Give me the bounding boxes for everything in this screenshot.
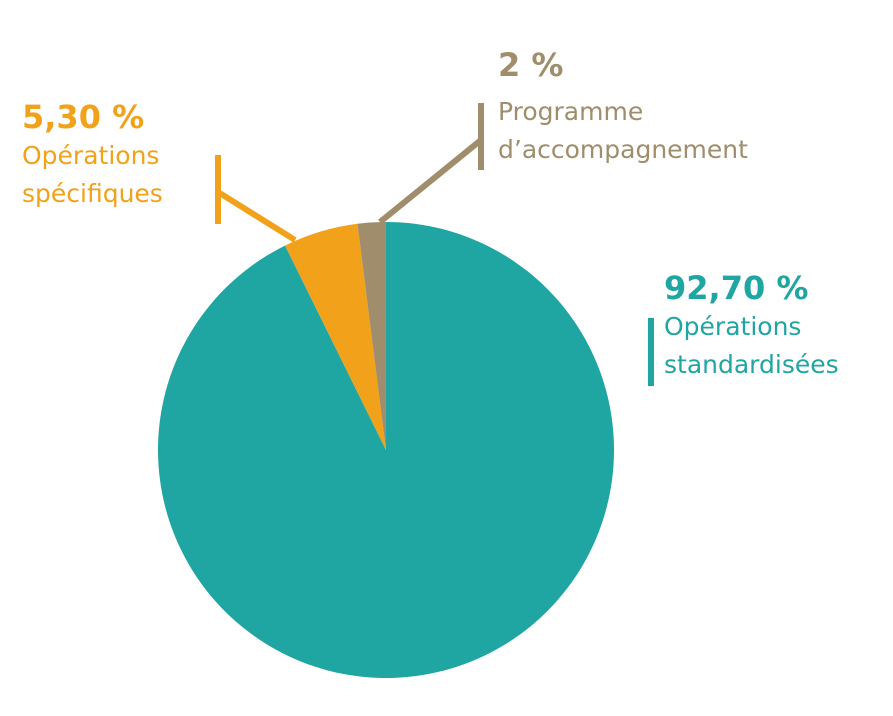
- value-label: 92,70 %: [664, 269, 809, 307]
- pie-slice: [158, 222, 614, 679]
- slice-label: 5,30 % Opérations spécifiques: [22, 97, 212, 213]
- value-label: 5,30 %: [22, 98, 145, 136]
- slices: [158, 222, 614, 679]
- category-label: Opérations standardisées: [664, 312, 839, 379]
- leader-line: [378, 137, 483, 225]
- slice-label: 2 % Programme d’accompagnement: [498, 45, 838, 169]
- pie-slice: [357, 222, 386, 450]
- value-label: 2 %: [498, 46, 564, 84]
- pie-slice: [285, 223, 386, 450]
- category-label: Programme d’accompagnement: [498, 97, 748, 164]
- slice-label: 92,70 % Opérations standardisées: [664, 268, 893, 384]
- category-label: Opérations spécifiques: [22, 141, 163, 208]
- leader-line: [216, 189, 297, 243]
